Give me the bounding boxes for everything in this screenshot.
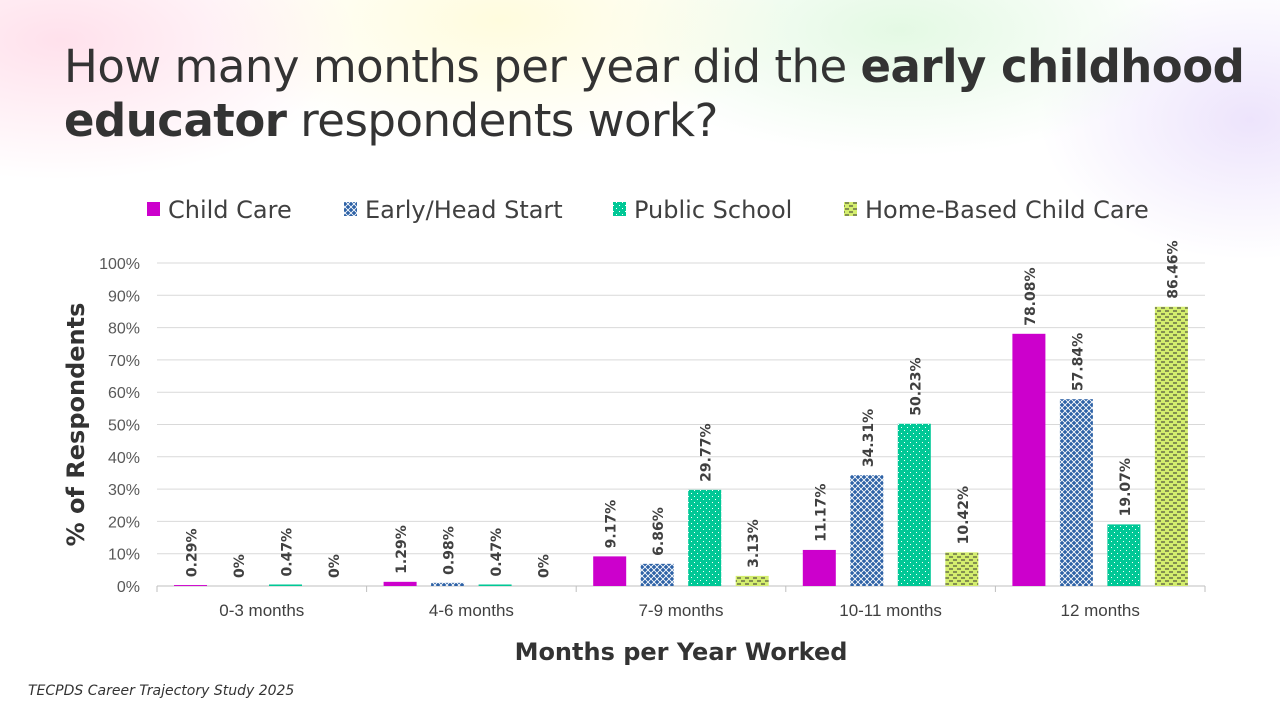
y-tick-label: 100% [99, 256, 140, 273]
legend: Child Care Early/Head Start Public School H… [147, 196, 1149, 224]
y-tick-label: 50% [108, 418, 140, 435]
bar-early-head-start [850, 475, 884, 586]
title-text-end: respondents work? [286, 94, 718, 147]
title-text: How many months per year did the [64, 40, 861, 93]
data-label: 3.13% [746, 519, 762, 568]
data-label: 6.86% [651, 507, 667, 556]
data-label: 0% [232, 554, 248, 578]
bar-child-care [174, 585, 207, 586]
y-tick-label: 10% [108, 547, 140, 564]
x-tick-label: 0-3 months [219, 601, 304, 620]
data-label: 34.31% [861, 409, 877, 467]
data-label: 0.98% [442, 526, 458, 575]
data-label: 19.07% [1118, 458, 1134, 516]
legend-swatch [844, 202, 857, 216]
bar-early-head-start [640, 563, 674, 586]
data-label: 10.42% [956, 486, 972, 544]
axes: 0% 10% 20% 30% 40% 50% 60% 70% 80% 90% 100% 0-3 mon… [62, 256, 1206, 666]
bar-child-care [593, 556, 627, 586]
x-tick-label: 10-11 months [839, 601, 942, 620]
legend-swatch [147, 202, 160, 216]
bar-public-school [688, 489, 722, 586]
bar-child-care [383, 581, 417, 586]
y-axis-title: % of Respondents [62, 303, 90, 547]
y-tick-label: 60% [108, 385, 140, 402]
bar-public-school [897, 423, 931, 586]
data-label: 29.77% [699, 424, 715, 482]
y-tick-label: 30% [108, 482, 140, 499]
data-label: 0% [327, 554, 343, 578]
data-label: 9.17% [604, 500, 620, 549]
legend-item: Public School [613, 196, 792, 224]
data-label: 86.46% [1165, 240, 1181, 298]
bar-child-care [802, 549, 836, 586]
y-tick-label: 90% [108, 288, 140, 305]
legend-label: Public School [634, 196, 792, 224]
bar-public-school [1107, 524, 1141, 586]
bar-public-school [478, 584, 512, 586]
y-tick-label: 40% [108, 450, 140, 467]
bar-early-head-start [1059, 399, 1093, 586]
y-tick-label: 20% [108, 514, 140, 531]
legend-item: Early/Head Start [344, 196, 563, 224]
bar-public-school [269, 584, 302, 586]
legend-label: Child Care [168, 196, 292, 224]
data-label: 1.29% [394, 525, 410, 574]
title-bold-text: early childhood educator [64, 40, 1245, 147]
data-label: 0.29% [185, 528, 201, 577]
y-tick-label: 0% [117, 579, 140, 596]
bar-early-head-start [431, 582, 465, 586]
bar-home-based-child-care [945, 552, 979, 586]
data-labels: 0.29% 1.29% 9.17% 11.17% 78.08% 0% 0.98% 6.86% 3… [185, 240, 1182, 578]
bar-home-based-child-care [735, 575, 769, 586]
legend-swatch [344, 202, 357, 216]
data-label: 50.23% [908, 357, 924, 415]
x-axis-title: Months per Year Worked [515, 638, 848, 666]
legend-item: Home-Based Child Care [844, 196, 1149, 224]
x-tick-label: 12 months [1061, 601, 1140, 620]
bar-child-care [1012, 333, 1046, 586]
data-label: 11.17% [813, 484, 829, 542]
bars [174, 306, 1188, 586]
gridlines [157, 262, 1205, 587]
legend-item: Child Care [147, 196, 292, 224]
data-label: 0.47% [280, 528, 296, 577]
data-label: 0.47% [489, 528, 505, 577]
bar-home-based-child-care [1154, 306, 1188, 586]
y-tick-label: 70% [108, 353, 140, 370]
data-label: 57.84% [1070, 333, 1086, 391]
source-note: TECPDS Career Trajectory Study 2025 [28, 683, 295, 699]
page-title: How many months per year did the early c… [64, 40, 1280, 148]
x-tick-label: 4-6 months [429, 601, 514, 620]
x-tick-label: 7-9 months [638, 601, 723, 620]
legend-label: Home-Based Child Care [865, 196, 1149, 224]
data-label: 0% [537, 554, 553, 578]
y-tick-label: 80% [108, 321, 140, 338]
legend-label: Early/Head Start [365, 196, 563, 224]
data-label: 78.08% [1023, 267, 1039, 325]
legend-swatch [613, 202, 626, 216]
